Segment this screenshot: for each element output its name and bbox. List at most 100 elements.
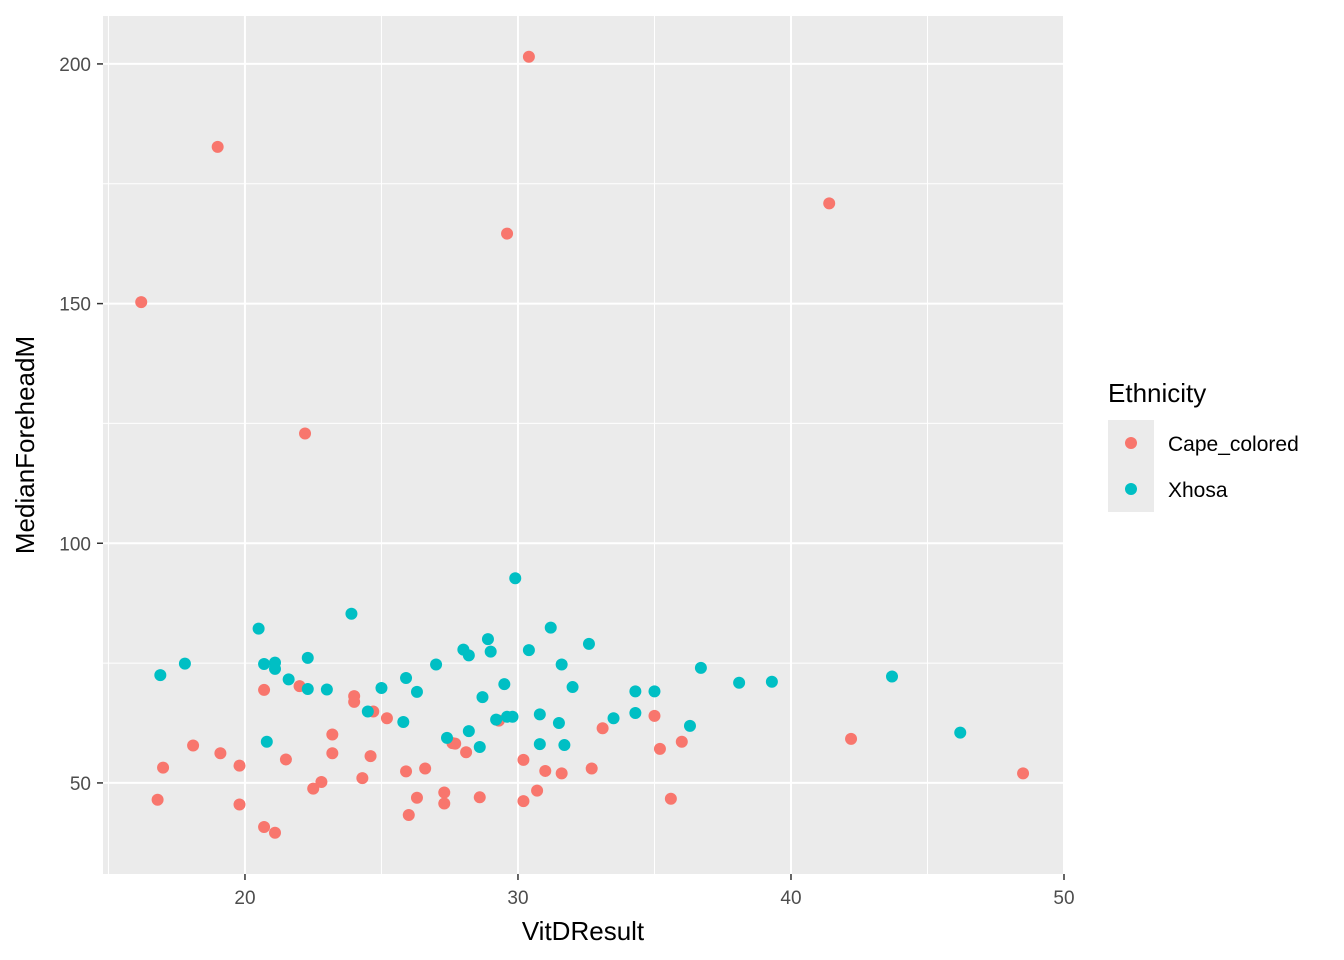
point-xhosa — [607, 712, 620, 725]
point-xhosa — [462, 725, 475, 738]
x-axis-title: VitDResult — [522, 916, 645, 946]
point-xhosa — [533, 708, 546, 721]
point-xhosa — [476, 691, 489, 704]
point-xhosa — [430, 658, 443, 671]
point-cape-colored — [522, 50, 535, 63]
point-xhosa — [683, 719, 696, 732]
y-axis-title: MedianForeheadM — [10, 336, 40, 554]
y-tick-label: 100 — [59, 534, 91, 555]
point-cape-colored — [326, 728, 339, 741]
legend-title: Ethnicity — [1108, 378, 1206, 408]
point-xhosa — [506, 710, 519, 723]
point-xhosa — [473, 740, 486, 753]
point-xhosa — [629, 706, 642, 719]
point-cape-colored — [596, 722, 609, 735]
point-xhosa — [498, 678, 511, 691]
point-xhosa — [301, 682, 314, 695]
point-cape-colored — [307, 782, 320, 795]
point-cape-colored — [539, 764, 552, 777]
point-cape-colored — [400, 765, 413, 778]
point-xhosa — [490, 713, 503, 726]
point-cape-colored — [1017, 767, 1030, 780]
point-xhosa — [154, 669, 167, 682]
point-cape-colored — [299, 427, 312, 440]
point-cape-colored — [258, 821, 271, 834]
point-cape-colored — [326, 747, 339, 760]
point-cape-colored — [473, 791, 486, 804]
point-cape-colored — [356, 772, 369, 785]
y-tick-label: 200 — [59, 55, 91, 76]
point-xhosa — [481, 633, 494, 646]
point-cape-colored — [187, 739, 200, 752]
x-tick-label: 40 — [780, 888, 801, 909]
point-cape-colored — [517, 795, 530, 808]
point-cape-colored — [315, 775, 328, 788]
point-cape-colored — [419, 762, 432, 775]
point-cape-colored — [555, 767, 568, 780]
point-cape-colored — [517, 753, 530, 766]
point-cape-colored — [279, 753, 292, 766]
point-xhosa — [544, 621, 557, 634]
point-xhosa — [733, 676, 746, 689]
point-xhosa — [400, 671, 413, 684]
point-xhosa — [320, 683, 333, 696]
point-cape-colored — [438, 797, 451, 810]
point-xhosa — [375, 682, 388, 695]
point-xhosa — [410, 685, 423, 698]
point-xhosa — [648, 685, 661, 698]
point-xhosa — [484, 645, 497, 658]
point-xhosa — [361, 705, 374, 718]
panel-background — [103, 16, 1064, 874]
x-axis: 20 30 40 50 — [234, 874, 1075, 909]
point-cape-colored — [664, 792, 677, 805]
x-tick-label: 30 — [507, 888, 528, 909]
y-tick-label: 50 — [70, 774, 91, 795]
point-xhosa — [558, 739, 571, 752]
x-tick-label: 20 — [234, 888, 255, 909]
point-xhosa — [555, 658, 568, 671]
point-xhosa — [260, 735, 273, 748]
point-cape-colored — [845, 732, 858, 745]
point-cape-colored — [364, 750, 377, 763]
point-cape-colored — [233, 759, 246, 772]
point-xhosa — [397, 716, 410, 729]
y-tick-label: 150 — [59, 295, 91, 316]
point-cape-colored — [460, 746, 473, 759]
point-cape-colored — [402, 809, 415, 822]
x-tick-label: 50 — [1053, 888, 1074, 909]
y-axis: 50 100 150 200 — [59, 55, 103, 795]
point-xhosa — [282, 673, 295, 686]
point-xhosa — [886, 670, 899, 683]
point-xhosa — [252, 622, 265, 635]
point-cape-colored — [653, 742, 666, 755]
point-cape-colored — [135, 296, 148, 309]
legend-label-xhosa: Xhosa — [1168, 479, 1228, 502]
point-cape-colored — [348, 690, 361, 703]
legend-key-cape-colored — [1125, 437, 1137, 449]
point-xhosa — [566, 681, 579, 694]
point-cape-colored — [157, 761, 170, 774]
point-cape-colored — [823, 197, 836, 210]
point-cape-colored — [648, 709, 661, 722]
point-xhosa — [582, 637, 595, 650]
point-xhosa — [629, 685, 642, 698]
point-xhosa — [954, 726, 967, 739]
point-cape-colored — [531, 784, 544, 797]
point-xhosa — [765, 675, 778, 688]
point-xhosa — [694, 661, 707, 674]
point-xhosa — [268, 662, 281, 675]
point-cape-colored — [380, 712, 393, 725]
point-cape-colored — [501, 227, 514, 240]
grid-major — [103, 16, 1065, 874]
point-cape-colored — [585, 762, 598, 775]
point-cape-colored — [410, 791, 423, 804]
legend-key-xhosa — [1125, 483, 1137, 495]
point-xhosa — [440, 731, 453, 744]
point-cape-colored — [268, 826, 281, 839]
point-xhosa — [522, 644, 535, 657]
point-cape-colored — [258, 683, 271, 696]
point-xhosa — [533, 738, 546, 751]
legend-label-cape-colored: Cape_colored — [1168, 433, 1299, 456]
point-xhosa — [301, 651, 314, 664]
point-cape-colored — [675, 735, 688, 748]
